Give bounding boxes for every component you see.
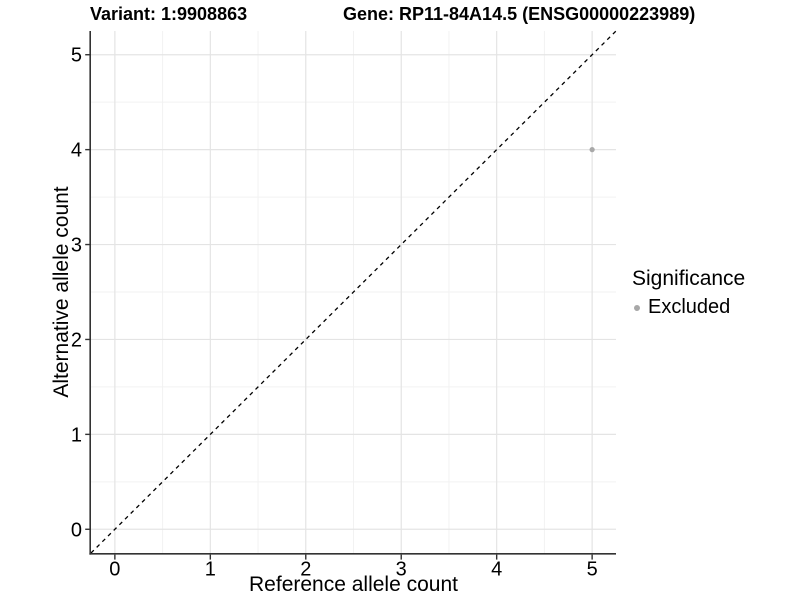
y-tick-label-5: 5 (71, 45, 82, 67)
x-tick-label-0: 0 (109, 559, 120, 581)
legend-dot-icon (634, 304, 640, 311)
legend-item-label: Excluded (648, 296, 731, 318)
variant-title: Variant: 1:9908863 (90, 4, 248, 24)
identity-line (90, 30, 617, 554)
x-axis-title: Reference allele count (249, 573, 458, 596)
x-tick-label-2: 2 (300, 559, 311, 581)
legend: Significance Excluded (632, 266, 745, 319)
legend-title: Significance (632, 267, 746, 290)
y-axis-title: Alternative allele count (50, 186, 73, 398)
x-tick-label-1: 1 (205, 559, 216, 581)
x-tick-label-3: 3 (396, 559, 407, 581)
y-tick-label-4: 4 (71, 140, 82, 162)
gene-title: Gene: RP11-84A14.5 (ENSG00000223989) (343, 4, 696, 24)
y-tick-label-2: 2 (71, 329, 82, 351)
y-tick-label-3: 3 (71, 235, 82, 257)
legend-item-excluded: Excluded (632, 295, 745, 319)
x-tick-label-4: 4 (491, 559, 502, 581)
data-point-excluded (589, 147, 595, 153)
y-tick-label-0: 0 (71, 519, 82, 541)
x-tick-label-5: 5 (587, 559, 598, 581)
y-tick-label-1: 1 (71, 424, 82, 446)
